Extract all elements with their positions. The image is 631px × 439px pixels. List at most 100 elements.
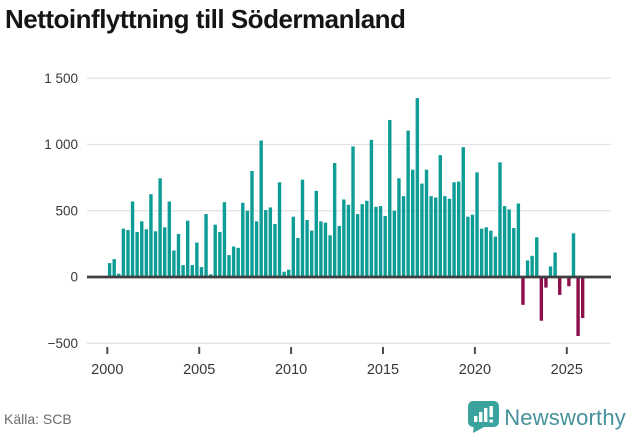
bar (172, 250, 176, 277)
bar (259, 140, 263, 277)
bar (355, 214, 360, 277)
bar (158, 178, 162, 277)
bar (466, 216, 470, 277)
bar (309, 230, 314, 277)
bar (300, 179, 305, 277)
x-axis-label: 2025 (551, 362, 583, 378)
bar (502, 206, 507, 277)
bar (112, 259, 116, 277)
bar (507, 209, 511, 277)
bar (277, 182, 282, 277)
newsworthy-logo: Newsworthy (468, 401, 626, 434)
bar (213, 224, 217, 277)
bar (199, 267, 204, 277)
newsworthy-wordmark: Newsworthy (504, 404, 626, 430)
bar (236, 247, 240, 277)
bar (479, 228, 484, 277)
bar (521, 277, 525, 305)
bar (580, 277, 585, 319)
bar (544, 277, 548, 288)
chart-title: Nettoinflyttning till Södermanland (5, 4, 406, 34)
bar (328, 235, 332, 277)
source-label: Källa: SCB (4, 411, 72, 427)
bar (181, 265, 185, 277)
bar (489, 230, 493, 277)
bar (374, 206, 378, 277)
bar (231, 246, 236, 277)
x-axis-label: 2010 (275, 362, 307, 378)
bar (525, 260, 530, 277)
bar (222, 202, 227, 277)
bar (241, 202, 245, 277)
bar (351, 146, 355, 277)
bar (512, 227, 516, 277)
bar (323, 222, 328, 277)
bar (250, 171, 254, 277)
bar (149, 194, 153, 277)
bar (434, 197, 438, 277)
bar (443, 196, 447, 277)
bar (360, 204, 364, 277)
bar (268, 207, 273, 277)
bar (342, 199, 346, 277)
bar (305, 220, 309, 277)
bar (516, 203, 521, 277)
bar (195, 242, 199, 277)
x-axis-label: 2020 (459, 362, 491, 378)
bar (332, 163, 337, 277)
bar (121, 228, 126, 277)
bar (140, 221, 144, 277)
bar (369, 139, 374, 277)
y-axis-label: 1 500 (44, 71, 78, 86)
x-axis-label: 2015 (367, 362, 399, 378)
bar (539, 277, 544, 321)
bar (576, 277, 580, 336)
newsworthy-icon (468, 401, 500, 433)
bar (429, 196, 433, 277)
bar (337, 225, 341, 277)
bar (420, 183, 424, 277)
bar (484, 227, 488, 277)
bar (558, 277, 562, 295)
bar (190, 265, 194, 277)
bar (452, 182, 456, 277)
bar (424, 169, 429, 277)
bar (388, 119, 392, 277)
x-axis-label: 2000 (91, 362, 123, 378)
bar (130, 201, 135, 277)
bar (383, 216, 387, 277)
bar (254, 221, 259, 277)
bar (218, 231, 222, 277)
bar (530, 255, 534, 277)
bar (392, 210, 397, 277)
bar (535, 237, 539, 277)
bar (456, 181, 461, 277)
bar (548, 266, 553, 277)
bar (319, 221, 323, 277)
bar (245, 210, 250, 277)
bar-chart: 1 500 1 000 500 0 −500 2000 2005 2010 2015 2020 20… (44, 71, 611, 378)
bar (447, 198, 452, 277)
bar (461, 147, 465, 277)
bar (117, 273, 121, 277)
bar (406, 130, 410, 277)
bar (291, 216, 296, 277)
bar (135, 231, 139, 277)
bar (282, 271, 286, 277)
bar (411, 169, 415, 277)
bar (163, 227, 167, 277)
bar (470, 214, 475, 277)
x-axis-label: 2005 (183, 362, 215, 378)
bar (287, 269, 291, 277)
y-axis-label: 0 (70, 270, 78, 285)
bar (227, 255, 231, 277)
bar (567, 277, 571, 287)
bar (415, 98, 420, 277)
bar (144, 229, 149, 277)
bar (185, 220, 190, 277)
bar (553, 252, 557, 277)
bar (475, 172, 479, 277)
bar (365, 200, 369, 277)
y-axis-label: 1 000 (44, 137, 78, 152)
bar (273, 224, 277, 277)
